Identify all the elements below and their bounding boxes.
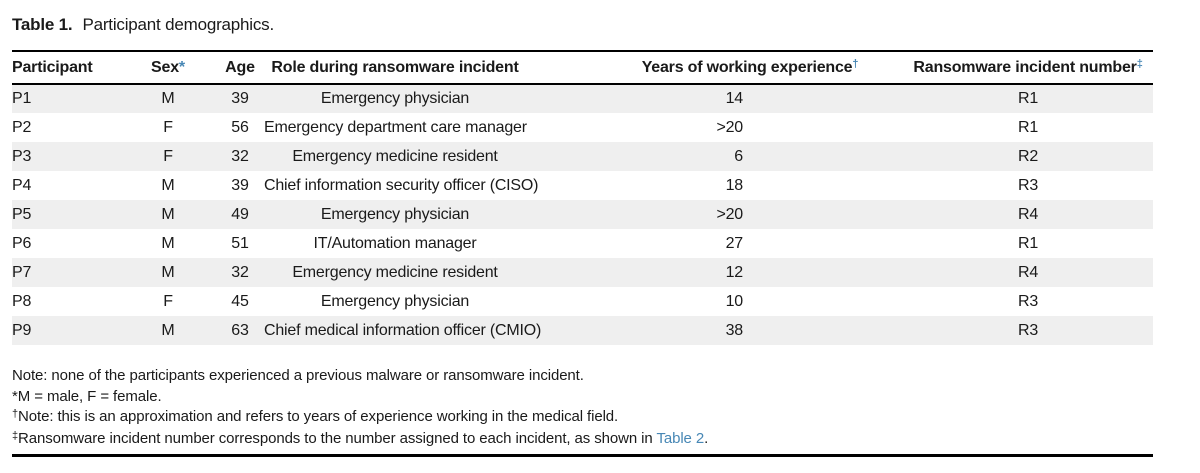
cell-incident: R3	[1017, 176, 1039, 194]
column-header-sex: Sex*	[120, 51, 216, 85]
cell-sex: M	[161, 176, 175, 194]
cell-participant: P2	[12, 118, 32, 136]
cell-incident: R4	[1017, 263, 1039, 281]
cell-role: IT/Automation manager	[313, 234, 477, 252]
cell-years: 18	[725, 176, 744, 194]
table-row: P1 M 39 Emergency physician 14 R1	[12, 84, 1153, 113]
table-row: P2 F 56 Emergency department care manage…	[12, 113, 1153, 142]
footnote-general-note: Note: none of the participants experienc…	[12, 367, 584, 384]
paper-table-figure: Table 1. Participant demographics. Partic…	[12, 0, 1153, 457]
page-title: Table 1. Participant demographics.	[12, 16, 1153, 34]
cell-years: 38	[725, 321, 744, 339]
cell-age: 39	[231, 90, 249, 107]
table-number-label: Table 1.	[12, 15, 73, 34]
cell-years: 6	[734, 147, 743, 165]
footnotes: Note: none of the participants experienc…	[12, 366, 1153, 450]
header-row: Participant Sex* Age Role during ransomw…	[12, 51, 1153, 85]
column-header-participant: Participant	[12, 51, 120, 85]
cell-participant: P9	[12, 321, 32, 339]
cell-sex: F	[163, 147, 173, 165]
cell-role: Chief medical information officer (CMIO)	[264, 321, 542, 339]
footnote-asterisk-marker: *	[12, 387, 18, 405]
cell-age: 56	[231, 118, 249, 136]
footnote-experience: †Note: this is an approximation and refe…	[12, 408, 619, 425]
cell-incident: R1	[1017, 234, 1039, 252]
cell-participant: P7	[12, 263, 32, 281]
cell-years: 27	[725, 234, 744, 252]
cell-incident: R3	[1017, 321, 1039, 339]
table-row: P7 M 32 Emergency medicine resident 12 R…	[12, 258, 1153, 287]
cell-participant: P8	[12, 292, 32, 310]
table-row: P6 M 51 IT/Automation manager 27 R1	[12, 229, 1153, 258]
cell-sex: M	[161, 90, 175, 107]
dagger-marker: †	[852, 57, 859, 70]
table-row: P8 F 45 Emergency physician 10 R3	[12, 287, 1153, 316]
cell-years: >20	[716, 118, 743, 136]
column-header-role: Role during ransomware incident	[264, 51, 526, 85]
footnote-double-dagger-marker: ‡	[12, 429, 19, 442]
asterisk-marker: *	[178, 58, 185, 76]
cell-incident: R2	[1017, 147, 1039, 165]
cell-years: 14	[725, 90, 744, 107]
cell-role: Emergency department care manager	[264, 118, 527, 136]
cell-role: Emergency physician	[320, 90, 470, 107]
cell-age: 49	[231, 205, 249, 223]
cell-sex: M	[161, 321, 175, 339]
cell-incident: R4	[1017, 205, 1039, 223]
footnote-sex-key: *M = male, F = female.	[12, 387, 162, 405]
cell-years: 12	[725, 263, 744, 281]
table-bottom-rule	[12, 454, 1153, 457]
table-row: P4 M 39 Chief information security offic…	[12, 171, 1153, 200]
cell-participant: P1	[12, 90, 32, 107]
cell-years: >20	[716, 205, 743, 223]
cell-incident: R1	[1017, 90, 1039, 107]
column-header-incident: Ransomware incident number‡	[903, 51, 1153, 85]
table-row: P3 F 32 Emergency medicine resident 6 R2	[12, 142, 1153, 171]
table-row: P9 M 63 Chief medical information office…	[12, 316, 1153, 345]
column-header-age: Age	[216, 51, 264, 85]
footnote-incident-number: ‡Ransomware incident number corresponds …	[12, 429, 709, 447]
table-body: P1 M 39 Emergency physician 14 R1 P2 F 5…	[12, 84, 1153, 345]
table-2-link[interactable]: Table 2	[656, 429, 705, 447]
cell-role: Emergency physician	[320, 205, 470, 223]
column-header-years: Years of working experience†	[526, 51, 903, 85]
cell-incident: R3	[1017, 292, 1039, 310]
table-caption: Participant demographics.	[82, 15, 274, 34]
double-dagger-marker: ‡	[1136, 57, 1143, 70]
table-row: P5 M 49 Emergency physician >20 R4	[12, 200, 1153, 229]
cell-sex: F	[163, 292, 173, 310]
cell-sex: M	[161, 205, 175, 223]
cell-role: Chief information security officer (CISO…	[264, 176, 539, 194]
cell-age: 32	[231, 147, 249, 165]
cell-participant: P5	[12, 205, 32, 223]
cell-age: 45	[231, 292, 249, 310]
cell-participant: P3	[12, 147, 32, 165]
cell-sex: M	[161, 234, 175, 252]
cell-years: 10	[725, 292, 744, 310]
cell-age: 32	[231, 263, 249, 281]
cell-role: Emergency medicine resident	[292, 147, 498, 165]
cell-role: Emergency medicine resident	[292, 263, 498, 281]
footnote-dagger-marker: †	[12, 408, 19, 420]
cell-age: 51	[231, 234, 249, 252]
cell-participant: P6	[12, 234, 32, 252]
participant-demographics-table: Participant Sex* Age Role during ransomw…	[12, 50, 1153, 345]
cell-incident: R1	[1017, 118, 1039, 136]
cell-role: Emergency physician	[320, 292, 470, 310]
cell-participant: P4	[12, 176, 32, 194]
cell-sex: M	[161, 263, 175, 281]
cell-age: 63	[231, 321, 249, 339]
table-header: Participant Sex* Age Role during ransomw…	[12, 51, 1153, 85]
cell-age: 39	[231, 176, 249, 194]
cell-sex: F	[163, 118, 173, 136]
